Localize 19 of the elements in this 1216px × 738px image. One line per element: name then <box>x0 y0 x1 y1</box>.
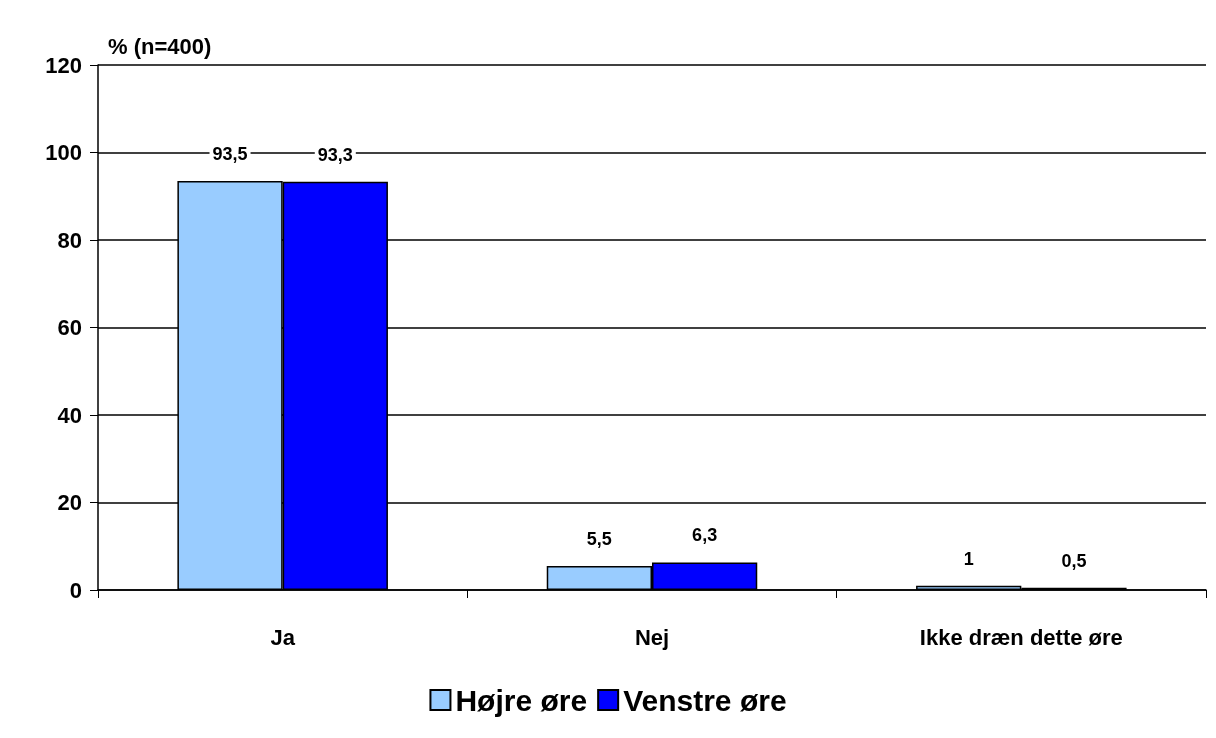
y-tick-label: 100 <box>45 140 82 165</box>
y-tick-label: 20 <box>57 490 82 515</box>
data-label: 5,5 <box>586 528 612 549</box>
x-tick-label: Nej <box>634 624 670 650</box>
x-tick-label: Ikke dræn dette øre <box>919 624 1123 650</box>
data-label: 93,5 <box>212 143 248 164</box>
data-label: 1 <box>963 548 974 569</box>
y-tick-label: 40 <box>57 402 82 428</box>
data-label: 6,3 <box>692 525 718 546</box>
data-label: 0,5 <box>1061 550 1087 571</box>
y-tick-label: 80 <box>57 227 82 253</box>
y-tick-label: 0 <box>69 577 82 603</box>
data-label: 93,3 <box>317 144 353 165</box>
legend-label: Venstre øre <box>623 683 787 717</box>
y-axis-title: % (n=400) <box>108 33 212 59</box>
y-tick-label: 120 <box>45 52 82 78</box>
y-tick-label: 60 <box>57 315 82 340</box>
legend-label: Højre øre <box>455 683 588 717</box>
x-tick-label: Ja <box>270 624 296 650</box>
